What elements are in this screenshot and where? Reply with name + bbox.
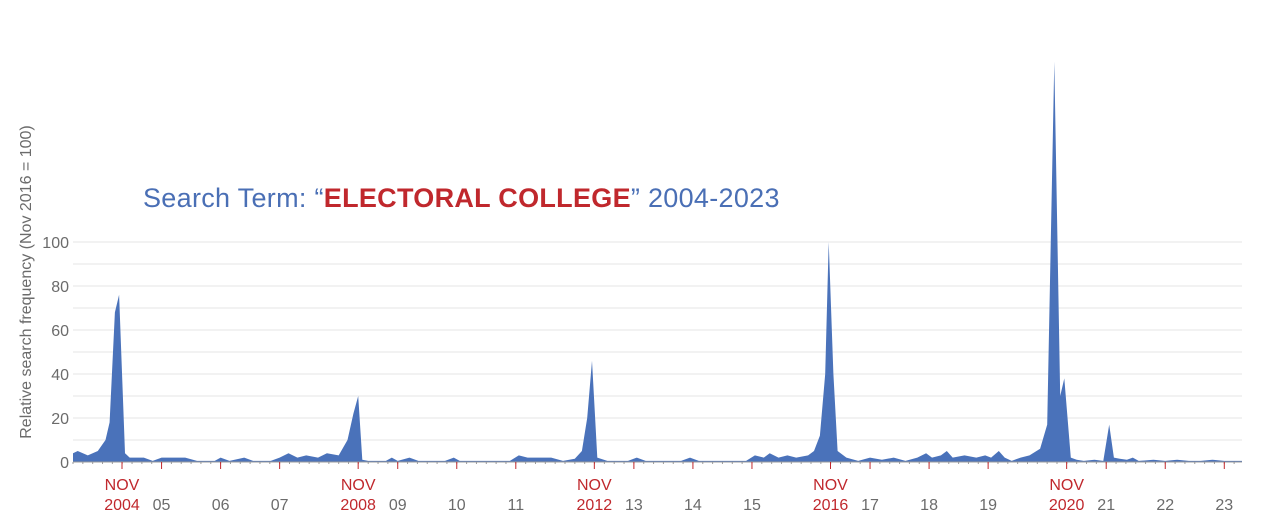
x-tick-label: 21 <box>1097 497 1115 514</box>
x-tick-label: NOV <box>577 477 612 494</box>
y-axis-label: Relative search frequency (Nov 2016 = 10… <box>18 125 35 439</box>
x-tick-label: NOV <box>105 477 140 494</box>
y-tick-label: 80 <box>51 279 69 296</box>
x-tick-label: NOV <box>1049 477 1084 494</box>
x-tick-label: 10 <box>448 497 466 514</box>
x-tick-label: 2016 <box>813 497 849 514</box>
x-tick-label: NOV <box>813 477 848 494</box>
y-tick-label: 40 <box>51 367 69 384</box>
chart-title: Search Term: “ELECTORAL COLLEGE” 2004-20… <box>143 183 780 213</box>
x-tick-label: 05 <box>153 497 171 514</box>
x-tick-label: 18 <box>920 497 938 514</box>
x-tick-label: 11 <box>507 497 524 514</box>
x-tick-label: 13 <box>625 497 643 514</box>
x-tick-label: 09 <box>389 497 407 514</box>
y-tick-label: 20 <box>51 411 69 428</box>
x-tick-label: 07 <box>271 497 289 514</box>
x-tick-label: 15 <box>743 497 761 514</box>
x-tick-label: 2004 <box>104 497 140 514</box>
axes: 0 20 40 60 80 100 NOV 2004 05 06 07 NOV 2008 09 10 11 NO… <box>42 235 1242 514</box>
x-tick-label: 22 <box>1156 497 1174 514</box>
x-tick-label: 2020 <box>1049 497 1085 514</box>
y-tick-label: 60 <box>51 323 69 340</box>
x-tick-label: 23 <box>1215 497 1233 514</box>
x-tick-label: 19 <box>979 497 997 514</box>
chart-title-prefix: Search Term: “ <box>143 183 324 213</box>
y-tick-label: 0 <box>60 455 69 472</box>
gridlines <box>73 241 1242 441</box>
x-tick-label: 17 <box>861 497 879 514</box>
plot-area <box>73 61 1242 462</box>
x-tick-label: 14 <box>684 497 702 514</box>
chart-title-suffix: ” 2004-2023 <box>631 183 780 213</box>
series-area <box>73 61 1242 462</box>
chart-title-term: ELECTORAL COLLEGE <box>324 183 631 213</box>
x-tick-label: 2012 <box>577 497 613 514</box>
y-tick-label: 100 <box>42 235 69 252</box>
x-tick-label: NOV <box>341 477 376 494</box>
x-tick-label: 2008 <box>340 497 376 514</box>
x-tick-label: 06 <box>212 497 230 514</box>
